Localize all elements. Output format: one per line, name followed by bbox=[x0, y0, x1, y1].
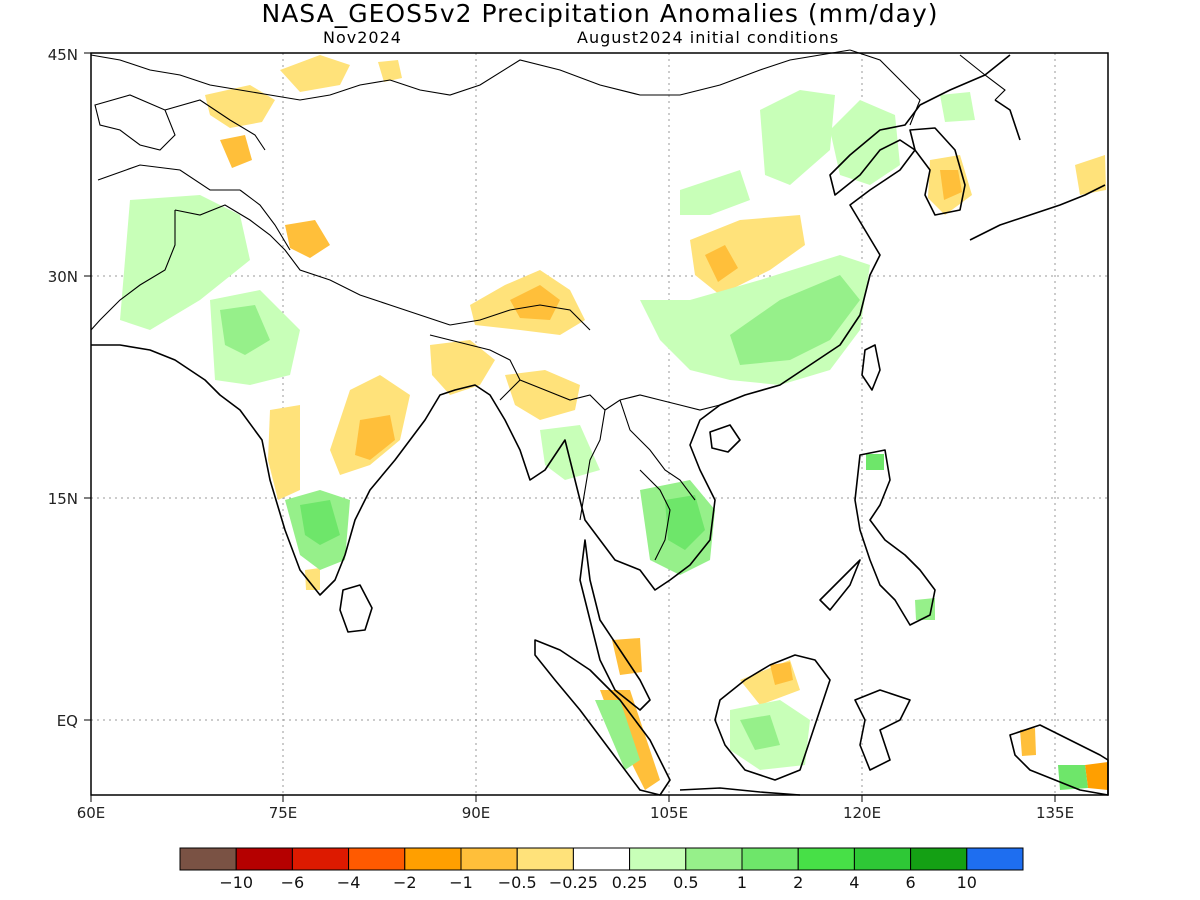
wet-anomaly-korea bbox=[940, 92, 975, 122]
colorbar-swatch-7 bbox=[572, 847, 631, 871]
colorbar-swatch-3 bbox=[348, 847, 406, 871]
colorbar-swatch-12 bbox=[853, 847, 912, 871]
map-frame bbox=[90, 52, 1109, 796]
colorbar-label-12: 6 bbox=[906, 873, 916, 892]
colorbar-label-2: −4 bbox=[337, 873, 361, 892]
colorbar-swatch-2 bbox=[291, 847, 350, 871]
colorbar-label-0: −10 bbox=[219, 873, 253, 892]
initial-conditions: August2024 initial conditions bbox=[577, 28, 840, 47]
colorbar-label-7: 0.25 bbox=[612, 873, 648, 892]
forecast-month: Nov2024 bbox=[323, 28, 402, 47]
dry-anomaly-kazakh bbox=[280, 55, 350, 92]
dry-anomaly-celebes bbox=[1020, 728, 1036, 756]
lat-label-eq: EQ bbox=[57, 712, 78, 730]
colorbar-label-4: −1 bbox=[449, 873, 473, 892]
lat-label-30n: 30N bbox=[48, 268, 78, 286]
colorbar-swatch-10 bbox=[741, 847, 799, 871]
wet-anomaly-north-china bbox=[760, 90, 835, 185]
coastlines bbox=[91, 54, 1109, 796]
wet-anomaly-borneo-core bbox=[740, 715, 780, 750]
colorbar-label-6: −0.25 bbox=[549, 873, 598, 892]
wet-anomaly-india-north-core bbox=[220, 305, 270, 355]
wet-anomaly-indochina-core bbox=[665, 495, 705, 550]
dry-anomaly-east-india-core bbox=[355, 415, 395, 460]
wet-anomaly-south-india-core bbox=[300, 500, 340, 545]
dry-anomaly-kashmir bbox=[285, 220, 330, 258]
lon-label-135e: 135E bbox=[1036, 804, 1074, 822]
colorbar-swatch-5 bbox=[460, 847, 518, 871]
gridlines bbox=[91, 53, 1108, 795]
wet-anomaly-north-china-2 bbox=[680, 170, 750, 215]
colorbar-swatch-9 bbox=[685, 847, 743, 871]
colorbar-label-8: 0.5 bbox=[673, 873, 698, 892]
wet-anomaly-pakistan bbox=[120, 195, 250, 330]
colorbar-swatch-13 bbox=[910, 847, 968, 871]
wet-anomaly-south-china-core bbox=[730, 275, 860, 365]
colorbar-label-11: 4 bbox=[849, 873, 859, 892]
dry-anomaly-png bbox=[1085, 762, 1108, 790]
lon-label-90e: 90E bbox=[462, 804, 491, 822]
dry-anomaly-borneo bbox=[740, 660, 800, 705]
colorbar-swatch-6 bbox=[516, 847, 574, 871]
lon-label-75e: 75E bbox=[269, 804, 298, 822]
colorbar-swatch-14 bbox=[966, 847, 1024, 871]
dry-anomaly-central-china-core bbox=[705, 245, 738, 282]
lon-label-105e: 105E bbox=[650, 804, 688, 822]
wet-anomaly-myanmar bbox=[540, 425, 600, 480]
dry-anomaly-west-india bbox=[268, 405, 300, 500]
dry-anomaly-korea-core bbox=[940, 170, 962, 200]
colorbar-label-5: −0.5 bbox=[498, 873, 537, 892]
lon-label-120e: 120E bbox=[843, 804, 881, 822]
dry-anomaly-borneo-core bbox=[770, 662, 793, 685]
colorbar-swatch-8 bbox=[629, 847, 687, 871]
lon-label-60e: 60E bbox=[77, 804, 106, 822]
colorbar-label-10: 2 bbox=[793, 873, 803, 892]
colorbar-swatch-11 bbox=[797, 847, 855, 871]
dry-anomaly-tibet-core bbox=[510, 285, 560, 320]
dry-anomaly-japan bbox=[1075, 155, 1106, 195]
colorbar-label-3: −2 bbox=[393, 873, 417, 892]
dry-anomaly-kazakh-2 bbox=[378, 60, 402, 82]
colorbar-label-9: 1 bbox=[737, 873, 747, 892]
wet-anomaly-sumatra bbox=[595, 700, 640, 770]
dry-anomaly-bangladesh bbox=[430, 340, 495, 395]
dry-anomaly-tajik bbox=[205, 85, 275, 128]
colorbar-label-1: −6 bbox=[281, 873, 305, 892]
wet-anomaly-png bbox=[1058, 765, 1088, 790]
lat-label-45n: 45N bbox=[48, 46, 78, 64]
colorbar-swatch-1 bbox=[235, 847, 293, 871]
colorbar-label-13: 10 bbox=[957, 873, 977, 892]
dry-anomaly-ceylon bbox=[305, 568, 320, 590]
dry-anomaly-afghan bbox=[220, 135, 252, 168]
map-title: NASA_GEOS5v2 Precipitation Anomalies (mm… bbox=[261, 0, 939, 28]
anomaly-fields bbox=[120, 55, 1108, 790]
colorbar-swatch-4 bbox=[404, 847, 462, 871]
dry-anomaly-myanmar bbox=[505, 370, 580, 420]
lat-label-15n: 15N bbox=[48, 490, 78, 508]
latitude-axis: 45N 30N 15N EQ bbox=[48, 46, 91, 730]
colorbar-swatch-0 bbox=[179, 847, 237, 871]
longitude-axis: 60E 75E 90E 105E 120E 135E bbox=[77, 795, 1074, 822]
country-borders bbox=[90, 49, 1006, 561]
colorbar: −10 −6 −4 −2 −1 −0.5 −0.25 0.25 0.5 1 2 4 6 10 bbox=[179, 847, 1024, 892]
dry-anomaly-malaya bbox=[612, 638, 642, 675]
wet-anomaly-luzon bbox=[866, 454, 884, 470]
